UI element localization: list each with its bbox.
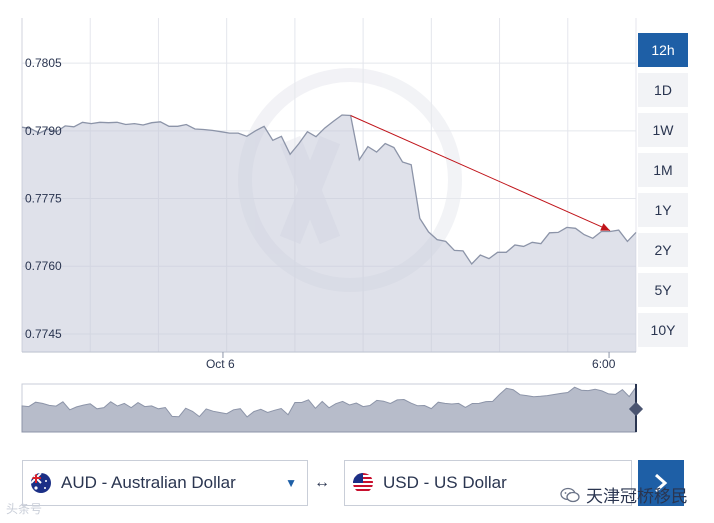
x-axis-labels: Oct 6 6:00 [206, 352, 616, 371]
range-button-1w[interactable]: 1W [638, 113, 688, 147]
to-currency-label: USD - US Dollar [383, 473, 507, 492]
from-currency-label: AUD - Australian Dollar [61, 473, 236, 492]
rate-chart[interactable]: 0.7805 0.7790 0.7775 0.7760 0.7745 Oct 6 6:00 [0, 0, 714, 440]
y-tick-label: 0.7790 [25, 124, 62, 138]
wechat-icon [560, 487, 580, 502]
range-button-1y[interactable]: 1Y [638, 193, 688, 227]
trend-annotation [350, 115, 611, 232]
flag-us-icon [353, 473, 373, 493]
range-button-10y[interactable]: 10Y [638, 313, 688, 347]
from-currency-select[interactable]: AUD - Australian Dollar ▼ [22, 460, 308, 506]
wechat-account-badge: 天津冠桥移民 [560, 482, 688, 507]
navigator-handle[interactable] [628, 401, 644, 417]
y-tick-label: 0.7760 [25, 259, 62, 273]
wechat-account-name: 天津冠桥移民 [586, 487, 688, 507]
range-button-1d[interactable]: 1D [638, 73, 688, 107]
bottom-watermark: 头条号 [6, 502, 43, 516]
y-tick-label: 0.7745 [25, 327, 62, 341]
range-button-5y[interactable]: 5Y [638, 273, 688, 307]
chevron-down-icon: ▼ [285, 476, 297, 490]
trend-arrow-line [350, 115, 611, 232]
navigator-series [21, 385, 637, 433]
range-button-2y[interactable]: 2Y [638, 233, 688, 267]
y-tick-label: 0.7775 [25, 192, 62, 206]
chevron-right-icon [655, 473, 668, 493]
y-tick-label: 0.7805 [25, 56, 62, 70]
x-tick-label: 6:00 [592, 357, 616, 371]
convert-arrow-button[interactable] [638, 460, 684, 506]
to-currency-select[interactable]: USD - US Dollar [344, 460, 632, 506]
rate-area [22, 115, 636, 352]
y-axis-labels: 0.7805 0.7790 0.7775 0.7760 0.7745 [25, 56, 62, 341]
swap-currencies-icon[interactable]: ↔ [314, 474, 330, 491]
rate-line [21, 114, 637, 266]
range-button-1m[interactable]: 1M [638, 153, 688, 187]
range-button-12h[interactable]: 12h [638, 33, 688, 67]
flag-au-icon [31, 473, 51, 493]
x-tick-label: Oct 6 [206, 357, 235, 371]
navigator-strip[interactable] [21, 383, 644, 433]
trend-arrow-head [600, 223, 611, 231]
